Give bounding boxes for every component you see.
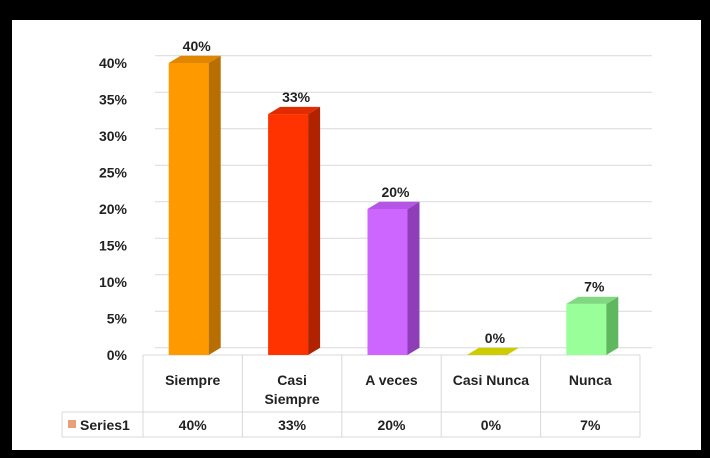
x-category-label-line: A veces — [365, 372, 418, 388]
data-label: 40% — [183, 38, 212, 54]
x-category-label-line: Casi — [277, 372, 307, 388]
y-tick-label: 0% — [107, 347, 128, 363]
bars — [168, 55, 619, 356]
x-category-label-line: Casi Nunca — [453, 372, 529, 388]
chart-area — [12, 20, 701, 450]
series-name: Series1 — [80, 417, 130, 433]
legend-key — [68, 420, 76, 428]
data-label: 20% — [381, 184, 410, 200]
bar-front — [566, 303, 607, 355]
bar-top — [367, 201, 420, 209]
x-category-label: Nunca — [569, 372, 612, 388]
x-category-label-line: Nunca — [569, 372, 612, 388]
y-tick-label: 25% — [99, 165, 128, 181]
y-tick-label: 20% — [99, 201, 128, 217]
data-table: Siempre Casi Siempre A veces Casi Nunca Nunca… — [61, 355, 641, 438]
bar — [566, 296, 619, 355]
bar-top — [466, 347, 519, 355]
bar-side — [208, 55, 221, 356]
bar-front — [268, 114, 309, 355]
data-label: 0% — [485, 330, 506, 346]
y-tick-label: 35% — [99, 92, 128, 108]
bar-top — [168, 55, 221, 63]
bar-front — [367, 209, 408, 355]
bar-front — [168, 63, 209, 355]
bar-side — [407, 201, 420, 355]
x-category-label: Casi Nunca — [453, 372, 529, 388]
x-category-label: Siempre — [165, 372, 220, 388]
bar-side — [606, 296, 619, 355]
bar — [466, 347, 519, 355]
y-tick-label: 5% — [107, 311, 128, 327]
table-value: 33% — [278, 417, 307, 433]
y-tick-label: 10% — [99, 274, 128, 290]
bar-top — [268, 106, 321, 115]
y-tick-label: 40% — [99, 55, 128, 71]
x-category-label: A veces — [365, 372, 418, 388]
table-value: 7% — [580, 417, 601, 433]
x-category-label-line: Siempre — [165, 372, 220, 388]
y-axis-ticks: 0% 5% 10% 15% 20% 25% 30% 35% 40% — [99, 55, 128, 363]
bar-top — [566, 296, 619, 304]
data-label: 33% — [282, 89, 311, 105]
bar — [268, 106, 321, 356]
table-value: 40% — [179, 417, 208, 433]
y-tick-label: 15% — [99, 238, 128, 254]
y-tick-label: 30% — [99, 128, 128, 144]
bar-side — [308, 106, 321, 356]
bar — [367, 201, 420, 355]
x-category-label-line: Siempre — [264, 391, 319, 407]
data-label: 7% — [584, 279, 605, 295]
table-value: 0% — [481, 417, 502, 433]
bar — [168, 55, 221, 356]
table-value: 20% — [377, 417, 406, 433]
x-category-label: Casi Siempre — [264, 372, 319, 407]
data-labels: 40% 33% 20% 0% 7% — [183, 38, 605, 346]
